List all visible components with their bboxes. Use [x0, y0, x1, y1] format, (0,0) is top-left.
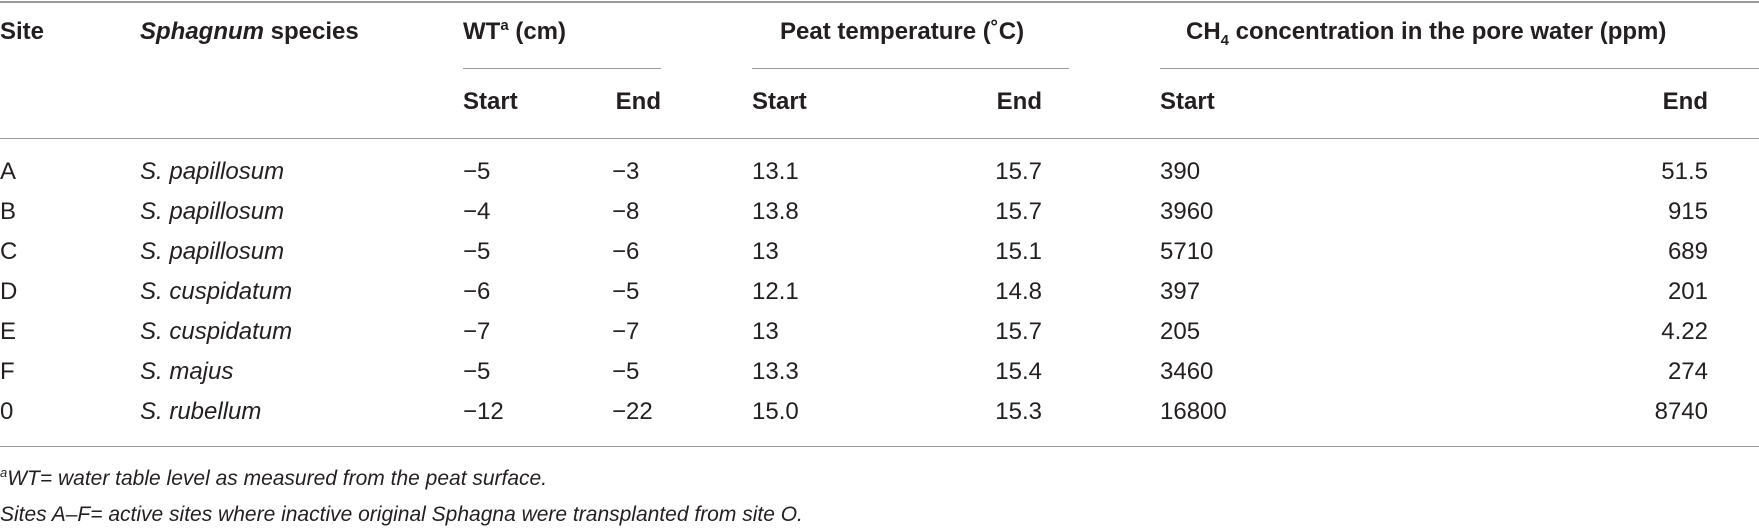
cell-temp-start: 13 — [752, 238, 779, 265]
header-wt-end: End — [615, 88, 661, 115]
cell-wt-end: −5 — [612, 278, 640, 305]
header-temp-start: Start — [752, 88, 807, 115]
cell-ch4-start: 397 — [1160, 278, 1201, 305]
cell-ch4-end: 4.22 — [1661, 318, 1708, 345]
cell-species: S. cuspidatum — [140, 278, 293, 305]
cell-temp-end: 14.8 — [995, 278, 1042, 305]
cell-ch4-end: 689 — [1667, 238, 1708, 265]
cell-site: C — [0, 238, 18, 265]
cell-wt-start: −5 — [463, 238, 491, 265]
cell-temp-end: 15.7 — [995, 198, 1042, 225]
footnote-sites: Sites A–F= active sites where inactive o… — [0, 503, 803, 526]
cell-ch4-end: 201 — [1667, 278, 1708, 305]
header-ch4-start: Start — [1160, 88, 1215, 115]
cell-wt-start: −12 — [463, 398, 504, 425]
cell-site: B — [0, 198, 17, 225]
cell-temp-start: 13 — [752, 318, 779, 345]
cell-site: D — [0, 278, 18, 305]
cell-ch4-start: 3960 — [1160, 198, 1214, 225]
cell-ch4-start: 205 — [1160, 318, 1201, 345]
cell-site: 0 — [0, 398, 14, 425]
header-temp-end: End — [996, 88, 1042, 115]
cell-site: E — [0, 318, 17, 345]
cell-temp-start: 13.3 — [752, 358, 799, 385]
cell-wt-end: −8 — [612, 198, 640, 225]
cell-site: A — [0, 158, 17, 185]
header-peat-temperature: Peat temperature (˚C) — [780, 18, 1025, 45]
cell-wt-end: −3 — [612, 158, 640, 185]
cell-wt-end: −5 — [612, 358, 640, 385]
ch4-group-rule — [1160, 68, 1759, 69]
header-site: Site — [0, 18, 45, 45]
table-top-rule — [0, 1, 1759, 3]
header-species: Sphagnum species — [140, 18, 359, 45]
temp-group-rule — [752, 68, 1069, 69]
cell-species: S. majus — [140, 358, 234, 385]
cell-ch4-end: 274 — [1667, 358, 1708, 385]
cell-wt-end: −22 — [612, 398, 653, 425]
cell-species: S. rubellum — [140, 398, 262, 425]
cell-wt-start: −5 — [463, 158, 491, 185]
table-bottom-rule — [0, 446, 1759, 447]
header-bottom-rule — [0, 138, 1759, 139]
cell-ch4-end: 8740 — [1654, 398, 1708, 425]
cell-temp-end: 15.7 — [995, 318, 1042, 345]
cell-temp-start: 15.0 — [752, 398, 799, 425]
cell-species: S. papillosum — [140, 198, 285, 225]
cell-wt-end: −7 — [612, 318, 640, 345]
cell-ch4-start: 3460 — [1160, 358, 1214, 385]
cell-wt-start: −4 — [463, 198, 491, 225]
cell-ch4-end: 915 — [1667, 198, 1708, 225]
header-wt: WTa (cm) — [463, 17, 566, 45]
cell-temp-end: 15.1 — [995, 238, 1042, 265]
header-ch4-end: End — [1662, 88, 1708, 115]
cell-species: S. cuspidatum — [140, 318, 293, 345]
cell-species: S. papillosum — [140, 238, 285, 265]
footnote-wt: aWT= water table level as measured from … — [0, 465, 548, 490]
cell-temp-end: 15.4 — [995, 358, 1042, 385]
cell-site: F — [0, 358, 15, 385]
cell-temp-start: 12.1 — [752, 278, 799, 305]
cell-ch4-end: 51.5 — [1661, 158, 1708, 185]
cell-temp-end: 15.3 — [995, 398, 1042, 425]
cell-temp-end: 15.7 — [995, 158, 1042, 185]
cell-wt-start: −6 — [463, 278, 491, 305]
cell-ch4-start: 390 — [1160, 158, 1201, 185]
header-wt-start: Start — [463, 88, 518, 115]
cell-wt-end: −6 — [612, 238, 640, 265]
header-ch4-concentration: CH4 concentration in the pore water (ppm… — [1186, 18, 1667, 49]
cell-wt-start: −5 — [463, 358, 491, 385]
cell-ch4-start: 16800 — [1160, 398, 1227, 425]
cell-temp-start: 13.1 — [752, 158, 799, 185]
cell-temp-start: 13.8 — [752, 198, 799, 225]
cell-wt-start: −7 — [463, 318, 491, 345]
wt-group-rule — [463, 68, 661, 69]
cell-species: S. papillosum — [140, 158, 285, 185]
cell-ch4-start: 5710 — [1160, 238, 1214, 265]
